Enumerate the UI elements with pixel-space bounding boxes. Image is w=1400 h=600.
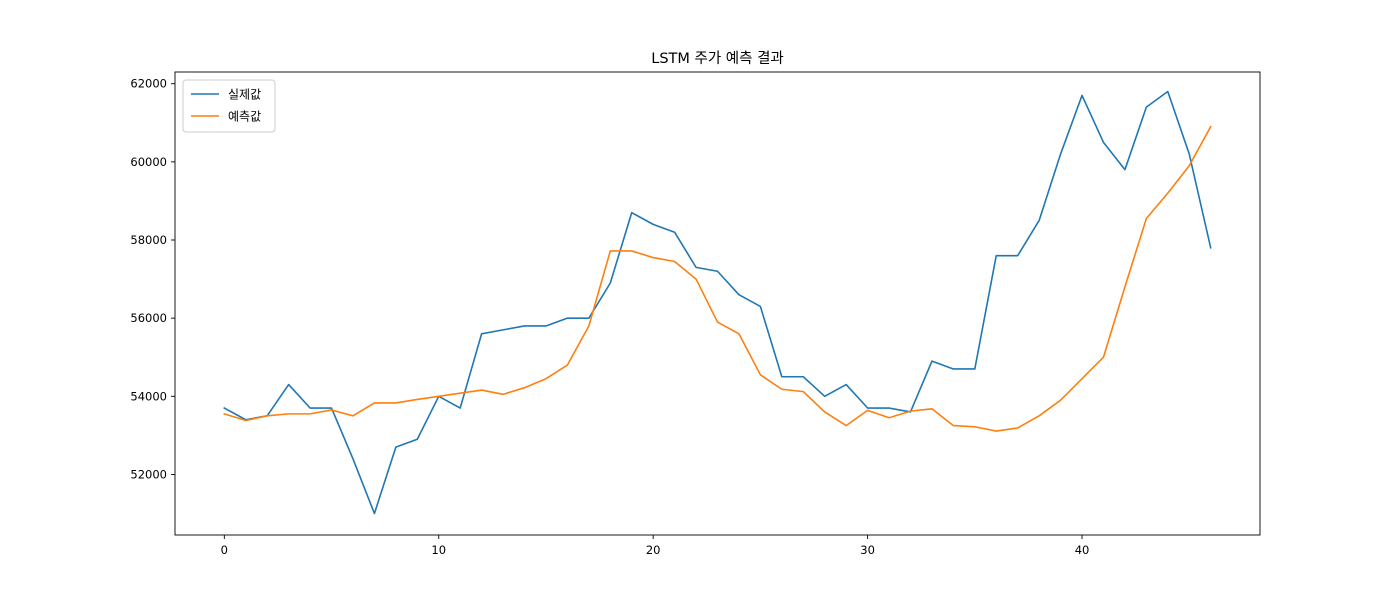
y-tick-label: 60000 [130,155,167,169]
y-tick-label: 62000 [130,77,167,91]
y-tick-label: 58000 [130,233,167,247]
y-tick-label: 56000 [130,311,167,325]
legend-label: 예측값 [228,110,261,124]
series-layer [223,90,1212,515]
legend-label: 실제값 [228,88,261,102]
x-tick-label: 10 [431,543,446,557]
x-tick-label: 0 [221,543,228,557]
legend-box [182,79,276,133]
chart-title: LSTM 주가 예측 결과 [651,50,784,67]
y-tick-label: 54000 [130,389,167,403]
y-tick-label: 52000 [130,467,167,481]
x-tick-label: 20 [646,543,661,557]
x-tick-label: 30 [860,543,875,557]
series-line-1 [223,90,1212,515]
axes-layer: 0 10 20 30 40 52000 54000 56000 58000 60000 62000 [130,71,1261,557]
plot-frame [174,71,1261,536]
x-tick-label: 40 [1075,543,1090,557]
series-line-2 [223,125,1212,432]
